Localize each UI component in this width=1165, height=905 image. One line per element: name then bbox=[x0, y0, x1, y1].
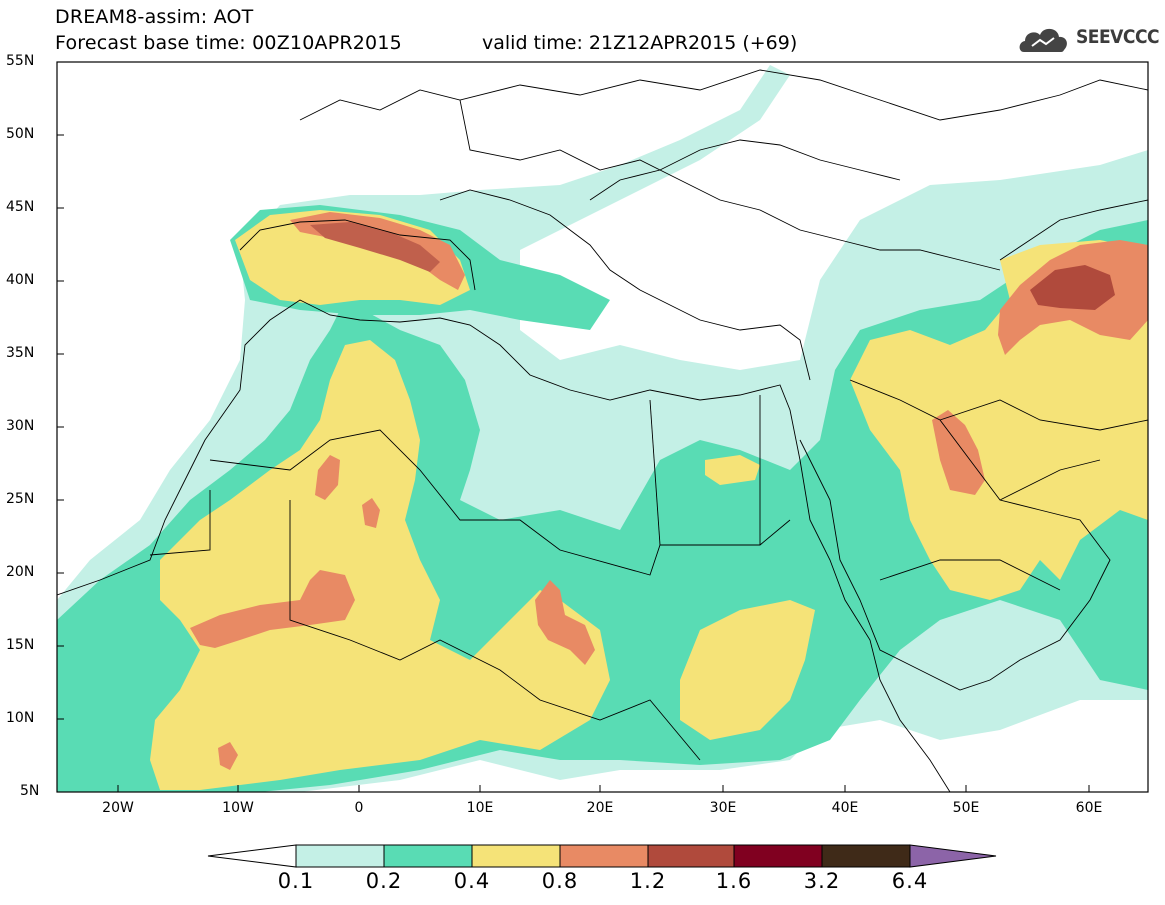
lat-label: 40N bbox=[6, 272, 35, 288]
colorbar-label: 1.2 bbox=[629, 869, 667, 893]
valid-time: valid time: 21Z12APR2015 (+69) bbox=[482, 32, 798, 54]
colorbar-over-arrow bbox=[909, 844, 997, 868]
lat-label: 30N bbox=[6, 418, 35, 434]
lat-label: 10N bbox=[6, 710, 35, 726]
aot-band-0.4-arabia bbox=[850, 240, 1148, 600]
aot-band-0.4-east bbox=[680, 600, 815, 740]
colorbar-bin-1 bbox=[295, 844, 385, 868]
aot-band-0.8-chad bbox=[535, 580, 595, 665]
lat-label: 35N bbox=[6, 345, 35, 361]
cloud-icon bbox=[1019, 28, 1067, 52]
lon-label: 10W bbox=[222, 800, 254, 816]
lat-label: 25N bbox=[6, 491, 35, 507]
colorbar-bin-3 bbox=[471, 844, 561, 868]
lon-label: 40E bbox=[831, 800, 859, 816]
colorbar-label: 0.4 bbox=[453, 869, 491, 893]
colorbar-bin-7 bbox=[821, 844, 911, 868]
forecast-base-time: Forecast base time: 00Z10APR2015 bbox=[55, 32, 402, 54]
lat-label: 55N bbox=[6, 53, 35, 69]
colorbar-bin-4 bbox=[559, 844, 649, 868]
lon-label: 20W bbox=[102, 800, 134, 816]
colorbar-label: 0.2 bbox=[365, 869, 403, 893]
lon-label: 0 bbox=[354, 800, 364, 816]
colorbar-label: 0.8 bbox=[541, 869, 579, 893]
map-title: DREAM8-assim: AOT bbox=[55, 6, 254, 28]
aot-field bbox=[57, 65, 1148, 792]
colorbar-bin-5 bbox=[647, 844, 735, 868]
aot-band-1.2-spain bbox=[310, 222, 440, 272]
colorbar-label: 0.1 bbox=[277, 869, 315, 893]
lon-label: 50E bbox=[952, 800, 980, 816]
aot-band-0.8-gn bbox=[218, 742, 238, 770]
lon-label: 20E bbox=[586, 800, 614, 816]
aot-band-0.8-sahel bbox=[190, 570, 355, 648]
lat-label: 20N bbox=[6, 564, 35, 580]
colorbar-label: 1.6 bbox=[715, 869, 753, 893]
logo-text: SEEVCCC bbox=[1076, 26, 1160, 48]
colorbar-under-arrow bbox=[207, 844, 297, 868]
aot-band-0.8-gulf bbox=[932, 410, 985, 495]
colorbar bbox=[207, 844, 997, 868]
aot-band-0.4 bbox=[150, 340, 610, 790]
aot-band-0.8-mali2 bbox=[362, 498, 380, 528]
colorbar-label: 6.4 bbox=[891, 869, 929, 893]
lat-label: 50N bbox=[6, 126, 35, 142]
lat-label: 45N bbox=[6, 199, 35, 215]
lon-label: 60E bbox=[1075, 800, 1103, 816]
lat-label: 5N bbox=[20, 783, 40, 799]
aot-band-0.4-egypt bbox=[705, 455, 760, 485]
lon-label: 10E bbox=[466, 800, 494, 816]
axis-ticks bbox=[57, 61, 1090, 792]
aot-band-1.6-iran bbox=[1030, 265, 1115, 310]
colorbar-bin-2 bbox=[383, 844, 473, 868]
colorbar-label: 3.2 bbox=[803, 869, 841, 893]
aot-band-0.8-mali bbox=[315, 455, 340, 500]
lat-label: 15N bbox=[6, 637, 35, 653]
colorbar-bin-6 bbox=[733, 844, 823, 868]
coastlines bbox=[57, 69, 1148, 792]
lon-label: 30E bbox=[709, 800, 737, 816]
